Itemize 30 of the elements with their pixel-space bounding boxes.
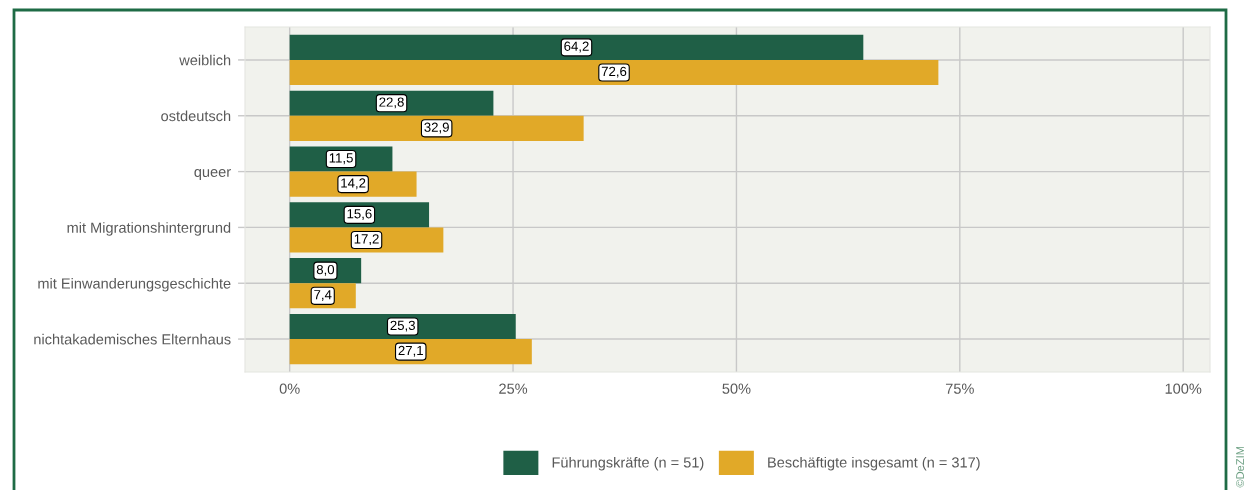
data-label: 17,2 — [354, 234, 379, 246]
y-tick-label: mit Migrationshintergrund — [67, 222, 231, 236]
data-label: 22,8 — [379, 97, 404, 109]
x-tick-label: 75% — [945, 383, 974, 394]
data-label: 27,1 — [398, 345, 423, 357]
x-tick-label: 50% — [722, 383, 751, 394]
bar — [289, 115, 584, 141]
y-tick-label: ostdeutsch — [161, 110, 231, 122]
data-label: 7,4 — [314, 290, 332, 301]
y-tick-label: queer — [194, 169, 231, 180]
data-label: 8,0 — [316, 264, 335, 276]
data-label: 25,3 — [390, 320, 415, 332]
bar — [289, 34, 864, 60]
data-label: 64,2 — [564, 41, 589, 53]
data-label: 11,5 — [329, 153, 353, 165]
x-tick-label: 100% — [1165, 383, 1202, 394]
bar — [289, 59, 939, 86]
data-label: 15,6 — [347, 209, 372, 220]
y-tick-label: weiblich — [179, 54, 231, 66]
legend-label: Beschäftigte insgesamt (n = 317) — [768, 456, 980, 471]
x-tick-label: 25% — [499, 383, 528, 394]
text: ©DeZIM — [1236, 446, 1244, 488]
y-tick-label: nichtakademisches Elternhaus — [34, 333, 231, 345]
bar — [289, 90, 494, 116]
y-tick-label: mit Einwanderungsgeschichte — [38, 277, 231, 292]
x-tick-label: 0% — [279, 383, 300, 394]
data-label: 72,6 — [601, 66, 627, 78]
data-label: 32,9 — [424, 122, 449, 134]
data-label: 14,2 — [341, 178, 366, 190]
legend-label: Führungskräfte (n = 51) — [552, 456, 704, 471]
